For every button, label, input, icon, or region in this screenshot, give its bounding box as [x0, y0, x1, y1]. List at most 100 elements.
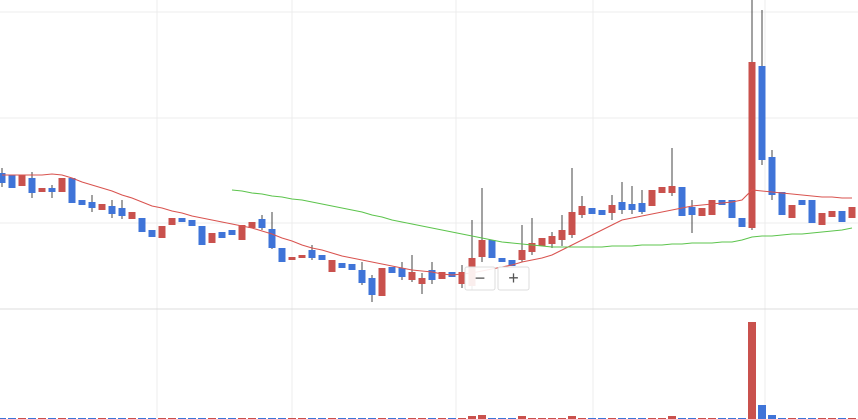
candle-body — [318, 255, 326, 260]
candle-body — [278, 248, 286, 262]
candle-body — [808, 200, 816, 223]
candle-body — [288, 257, 296, 260]
candle-body — [528, 243, 536, 252]
candle-body — [818, 213, 826, 225]
candle-body — [168, 218, 176, 225]
candle-body — [228, 230, 236, 235]
candle-body — [358, 270, 366, 283]
candle-body — [738, 218, 746, 227]
candle-body — [8, 175, 16, 188]
candle-body — [518, 250, 526, 260]
volume-bar — [748, 322, 756, 419]
zoom-in-button[interactable] — [497, 266, 530, 291]
candle-body — [368, 278, 376, 295]
candle-body — [538, 238, 546, 246]
zoom-out-label[interactable]: − — [475, 268, 486, 288]
candle-body — [408, 272, 416, 280]
candle-body — [328, 260, 336, 272]
volume-bar — [768, 415, 776, 419]
candle-body — [398, 268, 406, 277]
candle-body — [508, 260, 516, 266]
volume-bar — [478, 415, 486, 419]
candle-body — [138, 218, 146, 232]
volume-bar — [468, 416, 476, 419]
candle-body — [848, 207, 856, 218]
candle-body — [88, 202, 96, 208]
candle-body — [568, 212, 576, 235]
candle-body — [788, 205, 796, 218]
candle-body — [38, 188, 46, 192]
candle-body — [308, 250, 316, 258]
moving-average-line — [231, 189, 853, 248]
volume-bar — [668, 416, 676, 419]
candle-body — [238, 225, 246, 240]
candle-body — [458, 272, 466, 284]
candle-body — [758, 66, 766, 160]
candle-body — [28, 178, 36, 193]
candle-body — [768, 157, 776, 195]
candle-body — [198, 226, 206, 245]
candle-body — [248, 222, 256, 228]
candle-body — [128, 212, 136, 219]
candle-body — [618, 202, 626, 210]
candle-body — [698, 208, 706, 216]
candle-body — [588, 208, 596, 214]
candle-body — [498, 258, 506, 262]
candle-body — [608, 205, 616, 213]
candle-body — [388, 267, 396, 273]
candle-body — [218, 232, 226, 238]
candle-body — [378, 268, 386, 296]
zoom-out-button[interactable] — [464, 266, 496, 291]
candle-body — [678, 187, 686, 216]
candle-body — [18, 175, 26, 186]
candle-body — [338, 263, 346, 268]
candle-body — [548, 236, 556, 244]
candle-body — [178, 218, 186, 222]
candle-body — [58, 178, 66, 192]
candle-body — [258, 219, 266, 228]
candle-body — [148, 230, 156, 237]
candle-body — [578, 206, 586, 215]
candle-body — [0, 173, 6, 183]
candle-body — [708, 200, 716, 215]
candle-body — [598, 210, 606, 215]
candle-body — [268, 229, 276, 248]
candle-body — [488, 240, 496, 258]
candle-body — [628, 204, 636, 210]
candle-body — [78, 200, 86, 205]
candle-body — [118, 208, 126, 216]
candle-body — [418, 278, 426, 284]
candle-body — [188, 220, 196, 226]
candle-body — [728, 200, 736, 218]
volume-bar — [518, 416, 526, 419]
candle-body — [348, 264, 356, 270]
candle-body — [638, 203, 646, 212]
zoom-in-label[interactable]: + — [508, 268, 519, 288]
candle-body — [98, 204, 106, 210]
candle-body — [748, 62, 756, 228]
candle-body — [208, 233, 216, 243]
candle-body — [648, 190, 656, 206]
candle-body — [48, 188, 56, 192]
candle-body — [838, 211, 846, 222]
candle-body — [558, 230, 566, 240]
candle-body — [688, 207, 696, 215]
candle-body — [108, 206, 116, 214]
candle-body — [298, 255, 306, 258]
volume-bar — [568, 416, 576, 419]
candle-body — [428, 270, 436, 280]
candle-body — [158, 226, 166, 238]
candle-body — [778, 192, 786, 215]
candle-body — [828, 211, 836, 217]
zoom-controls: − + — [464, 266, 530, 291]
candle-body — [438, 272, 446, 279]
candle-body — [68, 178, 76, 203]
candle-body — [658, 187, 666, 193]
candle-body — [798, 200, 806, 205]
candle-body — [668, 186, 676, 193]
moving-average-line — [2, 173, 852, 276]
volume-bar — [758, 405, 766, 419]
